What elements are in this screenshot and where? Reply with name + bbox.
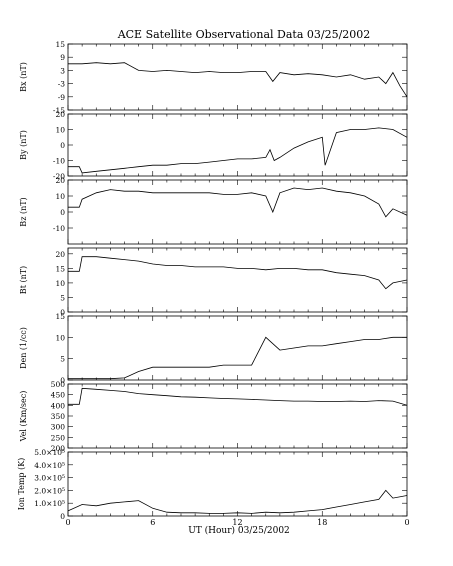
y-tick-label: 5 (60, 355, 65, 364)
y-tick-label: 2.0×10⁵ (34, 486, 65, 495)
y-tick-label: 20 (55, 176, 65, 185)
series-line-bx (68, 62, 408, 98)
y-tick-label: -20 (53, 172, 65, 181)
y-tick-label: 0 (60, 208, 65, 217)
panel-frame (67, 179, 408, 245)
panel-bz: 20 10 0 -10 Bz (nT) (19, 176, 408, 245)
y-tick-label: 300 (51, 423, 66, 432)
y-tick-label: 0 (60, 141, 65, 150)
y-tick-label: 20 (55, 250, 65, 259)
y-tick-label: 0 (60, 308, 65, 317)
y-axis-label: Den (1/cc) (19, 327, 28, 369)
y-tick-label: 200 (51, 444, 66, 453)
x-tick-label: 12 (232, 518, 242, 527)
panel-frame (67, 113, 408, 177)
y-tick-label: 5.0×10⁵ (34, 448, 65, 457)
y-tick-label: 9 (60, 53, 65, 62)
y-tick-label: 450 (51, 391, 66, 400)
panel-frame (67, 315, 408, 381)
y-tick-label: 250 (51, 433, 66, 442)
x-tick-label: 0 (65, 518, 70, 527)
y-tick-label: 15 (55, 312, 65, 321)
x-tick-labels: 0 6 12 18 0 (65, 518, 409, 527)
y-axis-label: By (nT) (19, 130, 28, 160)
series-line-temp (67, 489, 408, 514)
y-tick-label: 10 (55, 279, 65, 288)
y-tick-label: 0 (60, 376, 65, 385)
panel-frame (67, 247, 408, 313)
panel-bx: 15 9 3 -3 -9 -15 Bx (nT) (19, 40, 408, 115)
y-tick-label: -10 (53, 224, 65, 233)
panel-frame (67, 43, 408, 111)
y-axis-label: Bz (nT) (19, 197, 28, 226)
y-tick-label: 10 (55, 126, 65, 135)
x-tick-label: 0 (404, 518, 409, 527)
x-tick-label: 18 (317, 518, 327, 527)
x-axis-label: UT (Hour) 03/25/2002 (188, 525, 290, 536)
y-tick-label: 0 (60, 512, 65, 521)
series-line-den (68, 336, 407, 380)
series-line-by (68, 127, 408, 174)
panels: 15 9 3 -3 -9 -15 Bx (nT) 20 10 0 -10 -20 By (nT) 20 10… (17, 40, 408, 521)
y-tick-label: -15 (53, 106, 65, 115)
y-tick-label: -3 (58, 80, 66, 89)
y-tick-label: -10 (53, 157, 65, 166)
y-tick-label: 500 (51, 380, 66, 389)
panel-frame (67, 383, 408, 449)
y-tick-label: 400 (51, 401, 66, 410)
series-line-bz (68, 187, 408, 218)
panel-temp: 5.0×10⁵ 4.0×10⁵ 3.0×10⁵ 2.0×10⁵ 1.0×10⁵ 0 Ion … (17, 448, 408, 521)
chart-title: ACE Satellite Observational Data 03/25/2… (117, 28, 371, 41)
y-axis-label: Bt (nT) (19, 266, 28, 294)
panel-frame (67, 451, 408, 517)
panel-by: 20 10 0 -10 -20 By (nT) (19, 110, 408, 181)
y-tick-label: 3 (60, 66, 65, 75)
panel-bt: 20 15 10 5 0 Bt (nT) (19, 247, 408, 317)
y-tick-label: 15 (55, 40, 65, 49)
y-tick-label: 1.0×10⁵ (34, 499, 65, 508)
y-tick-label: 3.0×10⁵ (34, 474, 65, 483)
y-tick-label: -9 (58, 93, 66, 102)
y-axis-label: Bx (nT) (19, 62, 28, 92)
x-tick-label: 6 (150, 518, 155, 527)
series-line-vel (68, 387, 408, 406)
y-axis-label: Ion Temp (K) (17, 458, 26, 511)
y-tick-label: 5 (60, 293, 65, 302)
series-line-bt (68, 256, 408, 290)
y-tick-label: 15 (55, 264, 65, 273)
y-tick-label: 10 (55, 333, 65, 342)
y-tick-label: 20 (55, 110, 65, 119)
panel-den: 15 10 5 0 Den (1/cc) (19, 312, 408, 385)
y-axis-label: Vel (Km/sec) (19, 391, 28, 443)
y-tick-label: 10 (55, 192, 65, 201)
y-tick-label: 350 (51, 412, 66, 421)
y-tick-label: 4.0×10⁵ (34, 461, 65, 470)
